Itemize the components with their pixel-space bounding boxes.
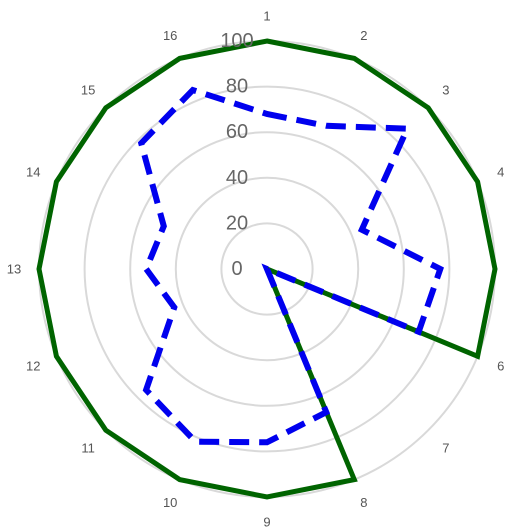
category-label-9: 9 xyxy=(263,515,270,528)
category-label-4: 4 xyxy=(497,165,504,180)
category-label-7: 7 xyxy=(442,440,449,455)
category-label-2: 2 xyxy=(360,28,367,43)
category-label-1: 1 xyxy=(263,9,270,24)
radial-tick-80: 80 xyxy=(226,76,248,98)
category-label-16: 16 xyxy=(163,28,177,43)
grid-ring-40 xyxy=(174,176,360,362)
series-layer xyxy=(36,38,498,500)
category-label-10: 10 xyxy=(163,495,177,510)
category-label-3: 3 xyxy=(442,83,449,98)
series-2-line xyxy=(137,86,444,446)
series-1-line xyxy=(36,38,498,500)
radial-tick-20: 20 xyxy=(226,212,248,234)
radial-tick-0: 0 xyxy=(231,258,242,280)
grid-ring-80 xyxy=(83,85,451,453)
category-label-8: 8 xyxy=(360,495,367,510)
category-label-11: 11 xyxy=(81,440,95,455)
category-labels: 12345678910111213141516 xyxy=(7,9,517,528)
category-label-14: 14 xyxy=(26,165,40,180)
radial-tick-labels: 0 20 40 60 80 100 xyxy=(220,30,253,280)
grid-ring-60 xyxy=(129,131,405,407)
category-label-6: 6 xyxy=(497,358,504,373)
radial-tick-40: 40 xyxy=(226,167,248,189)
category-label-15: 15 xyxy=(81,83,95,98)
radial-tick-60: 60 xyxy=(226,121,248,143)
grid-ring-20 xyxy=(220,222,314,316)
category-label-12: 12 xyxy=(26,358,40,373)
category-label-13: 13 xyxy=(7,262,21,277)
radial-tick-100: 100 xyxy=(220,30,253,52)
